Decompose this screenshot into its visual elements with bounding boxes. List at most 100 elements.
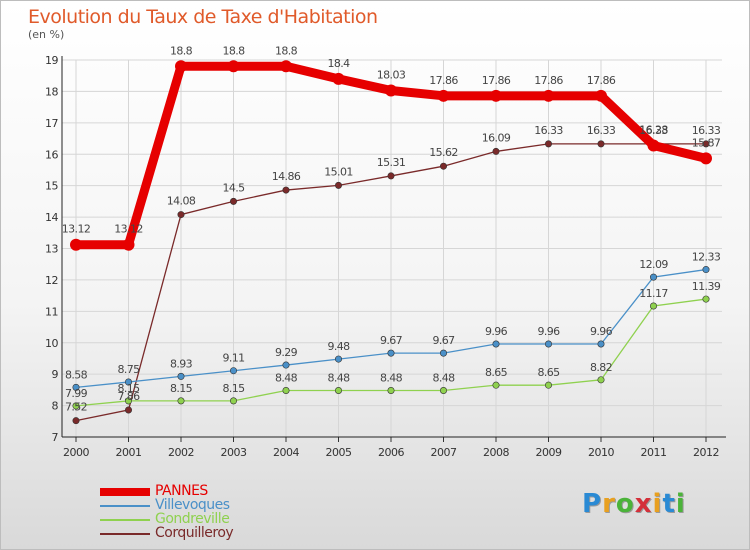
data-label: 8.82: [590, 361, 612, 374]
data-label: 7.86: [117, 390, 140, 403]
data-point: [282, 186, 290, 194]
x-tick-label: 2008: [483, 446, 509, 459]
data-point: [387, 387, 395, 395]
data-point: [282, 361, 290, 369]
data-label: 15.01: [324, 165, 353, 178]
data-point: [702, 266, 710, 274]
x-tick-label: 2006: [378, 446, 404, 459]
data-label: 8.15: [117, 382, 140, 395]
data-label: 12.33: [692, 251, 721, 264]
data-label: 8.65: [537, 366, 560, 379]
x-tick-label: 2001: [116, 446, 142, 459]
data-point: [492, 340, 500, 348]
data-point: [177, 397, 185, 405]
data-label: 9.11: [222, 352, 244, 365]
data-label: 8.15: [222, 382, 245, 395]
data-point: [227, 60, 240, 73]
data-label: 16.09: [482, 131, 511, 144]
data-point: [122, 238, 135, 251]
data-label: 16.28: [639, 123, 668, 136]
data-label: 18.8: [275, 44, 298, 57]
data-point: [647, 139, 660, 152]
data-label: 8.65: [485, 366, 508, 379]
logo-letter: o: [615, 489, 635, 519]
data-label: 15.31: [377, 156, 406, 169]
data-label: 15.87: [692, 136, 721, 149]
data-point: [125, 378, 133, 386]
data-label: 16.33: [587, 124, 616, 137]
x-tick-label: 2007: [431, 446, 457, 459]
data-label: 9.96: [590, 325, 613, 338]
y-tick-label: 11: [45, 305, 58, 318]
data-label: 14.5: [222, 181, 245, 194]
data-label: 7.52: [65, 401, 87, 414]
data-label: 16.33: [534, 124, 563, 137]
data-point: [492, 381, 500, 389]
data-point: [332, 72, 345, 85]
data-point: [437, 89, 450, 102]
legend-swatch: [100, 505, 150, 507]
chart-subtitle: (en %): [28, 28, 65, 41]
data-point: [387, 349, 395, 357]
data-label: 8.48: [275, 372, 298, 385]
data-point: [492, 147, 500, 155]
x-tick-label: 2011: [641, 446, 667, 459]
axes: 7 8 9 10 11 12 13 14 15 16 17 18 19 2000 2001 2002 2003 2…: [45, 54, 726, 459]
data-point: [702, 295, 710, 303]
x-tick-label: 2003: [221, 446, 247, 459]
data-point: [597, 140, 605, 148]
data-point: [72, 383, 80, 391]
data-label: 8.15: [170, 382, 193, 395]
y-tick-label: 17: [45, 117, 58, 130]
data-point: [334, 355, 342, 363]
data-label: 7.99: [65, 387, 88, 400]
y-tick-label: 14: [45, 211, 58, 224]
y-tick-label: 18: [45, 85, 58, 98]
data-point: [649, 302, 657, 310]
series-layer: [70, 60, 712, 425]
data-label: 17.86: [429, 74, 458, 87]
data-label: 18.03: [377, 68, 406, 81]
legend-label: PANNES: [155, 483, 208, 499]
data-point: [177, 372, 185, 380]
data-label: 9.67: [380, 334, 403, 347]
data-label: 9.29: [275, 346, 298, 359]
data-label: 8.75: [117, 363, 140, 376]
legend-swatch: [100, 519, 150, 521]
data-point: [282, 387, 290, 395]
data-label: 8.48: [432, 372, 455, 385]
data-point: [387, 172, 395, 180]
data-point: [490, 89, 502, 102]
logo-letter: x: [634, 489, 653, 519]
data-point: [700, 152, 712, 165]
data-point: [544, 340, 552, 348]
data-label: 8.58: [65, 368, 88, 381]
data-point: [334, 387, 342, 395]
y-tick-label: 8: [52, 400, 59, 413]
data-point: [230, 367, 238, 375]
data-label: 11.17: [639, 287, 668, 300]
y-tick-label: 19: [45, 54, 58, 67]
x-tick-label: 2010: [588, 446, 614, 459]
y-tick-label: 13: [45, 243, 58, 256]
data-point: [597, 376, 605, 384]
logo-letter: P: [582, 489, 603, 519]
data-point: [334, 181, 342, 189]
y-tick-label: 10: [45, 337, 58, 350]
data-point: [597, 340, 605, 348]
data-point: [230, 197, 238, 205]
data-point: [72, 402, 80, 410]
data-point: [439, 162, 447, 170]
data-point: [544, 140, 552, 148]
data-label: 18.8: [170, 44, 193, 57]
data-point: [72, 417, 80, 425]
data-point: [280, 60, 292, 73]
data-labels: 7.52 7.86 14.08 14.5 14.86 15.01 15.31 15.62 16.…: [62, 44, 722, 414]
data-label: 11.39: [692, 280, 721, 293]
y-tick-label: 16: [45, 148, 58, 161]
legend-label: Gondreville: [155, 511, 230, 527]
data-label: 18.4: [327, 57, 350, 70]
data-label: 17.86: [534, 74, 563, 87]
legend-swatch: [100, 533, 150, 535]
